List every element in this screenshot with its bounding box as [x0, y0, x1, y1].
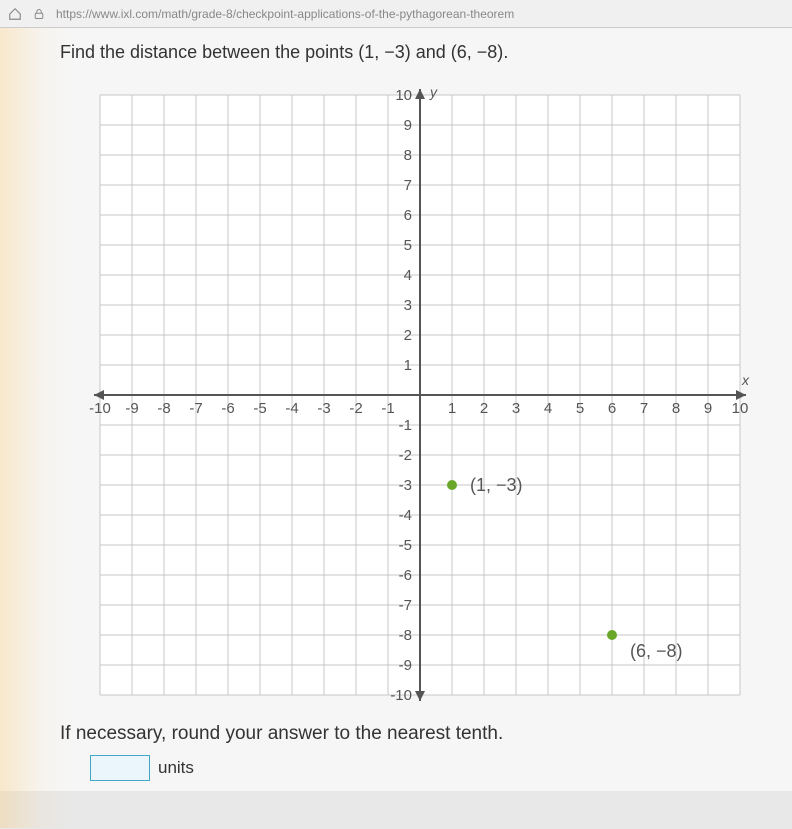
- answer-input[interactable]: [90, 755, 150, 781]
- point-label: (6, −8): [630, 641, 683, 661]
- x-axis-label: x: [741, 372, 750, 388]
- y-tick-label: 2: [404, 327, 412, 344]
- x-tick-label: -10: [89, 400, 111, 417]
- plot-point: [447, 480, 457, 490]
- x-tick-label: -8: [157, 400, 170, 417]
- x-tick-label: -4: [285, 400, 298, 417]
- y-tick-label: 6: [404, 207, 412, 224]
- instruction-text: If necessary, round your answer to the n…: [60, 723, 782, 745]
- y-tick-label: 10: [395, 87, 412, 104]
- y-tick-label: 9: [404, 117, 412, 134]
- question-prefix: Find the distance between the points: [60, 42, 358, 62]
- y-tick-label: 3: [404, 297, 412, 314]
- y-tick-label: -9: [399, 657, 412, 674]
- x-tick-label: 8: [672, 400, 680, 417]
- url-text[interactable]: https://www.ixl.com/math/grade-8/checkpo…: [56, 7, 784, 21]
- home-icon[interactable]: [8, 7, 22, 21]
- coordinate-graph: x y -10 -9 -8 -7 -6 -5 -4 -3 -2 -1 1 2 3 4 5 6 7 8 9 10 1 2 3 4 5…: [80, 75, 760, 715]
- y-tick-label: 1: [404, 357, 412, 374]
- point-label: (1, −3): [470, 475, 523, 495]
- browser-address-bar: https://www.ixl.com/math/grade-8/checkpo…: [0, 0, 792, 28]
- y-tick-label: -10: [390, 687, 412, 704]
- x-tick-label: -7: [189, 400, 202, 417]
- y-tick-label: -7: [399, 597, 412, 614]
- y-tick-label: 4: [404, 267, 412, 284]
- y-tick-label: 8: [404, 147, 412, 164]
- problem-content: Find the distance between the points (1,…: [0, 28, 792, 791]
- x-tick-label: 6: [608, 400, 616, 417]
- plot-point: [607, 630, 617, 640]
- units-label: units: [158, 758, 194, 778]
- y-tick-label: -1: [399, 417, 412, 434]
- y-tick-label: -3: [399, 477, 412, 494]
- x-tick-label: -2: [349, 400, 362, 417]
- x-tick-label: 10: [732, 400, 749, 417]
- y-tick-label: -2: [399, 447, 412, 464]
- x-tick-label: 1: [448, 400, 456, 417]
- y-tick-label: -8: [399, 627, 412, 644]
- question-mid: and: [411, 42, 451, 62]
- answer-row: units: [60, 745, 782, 781]
- x-tick-label: 4: [544, 400, 552, 417]
- y-tick-label: -6: [399, 567, 412, 584]
- y-tick-label: 7: [404, 177, 412, 194]
- x-tick-label: 7: [640, 400, 648, 417]
- x-tick-label: -6: [221, 400, 234, 417]
- question-point1: (1, −3): [358, 42, 411, 62]
- y-tick-label: -4: [399, 507, 412, 524]
- y-tick-label: 5: [404, 237, 412, 254]
- x-tick-label: 9: [704, 400, 712, 417]
- x-tick-label: -9: [125, 400, 138, 417]
- lock-icon: [32, 7, 46, 21]
- graph-svg: x y -10 -9 -8 -7 -6 -5 -4 -3 -2 -1 1 2 3 4 5 6 7 8 9 10 1 2 3 4 5…: [80, 75, 760, 715]
- y-tick-label: -5: [399, 537, 412, 554]
- x-tick-label: 2: [480, 400, 488, 417]
- y-axis-label: y: [429, 84, 438, 100]
- x-tick-label: 3: [512, 400, 520, 417]
- question-text: Find the distance between the points (1,…: [60, 42, 782, 63]
- question-suffix: .: [503, 42, 508, 62]
- question-point2: (6, −8): [451, 42, 504, 62]
- x-tick-label: 5: [576, 400, 584, 417]
- x-tick-label: -1: [381, 400, 394, 417]
- x-tick-label: -5: [253, 400, 266, 417]
- x-tick-label: -3: [317, 400, 330, 417]
